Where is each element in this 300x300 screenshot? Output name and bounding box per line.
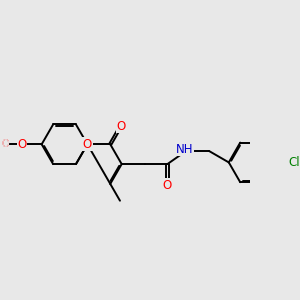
Text: O: O — [83, 138, 92, 151]
Text: Cl: Cl — [289, 156, 300, 169]
Text: O: O — [163, 178, 172, 192]
Text: O: O — [1, 139, 9, 149]
Text: O: O — [1, 139, 9, 149]
Text: O: O — [18, 138, 27, 151]
Text: O: O — [116, 120, 125, 133]
Text: NH: NH — [176, 142, 194, 156]
